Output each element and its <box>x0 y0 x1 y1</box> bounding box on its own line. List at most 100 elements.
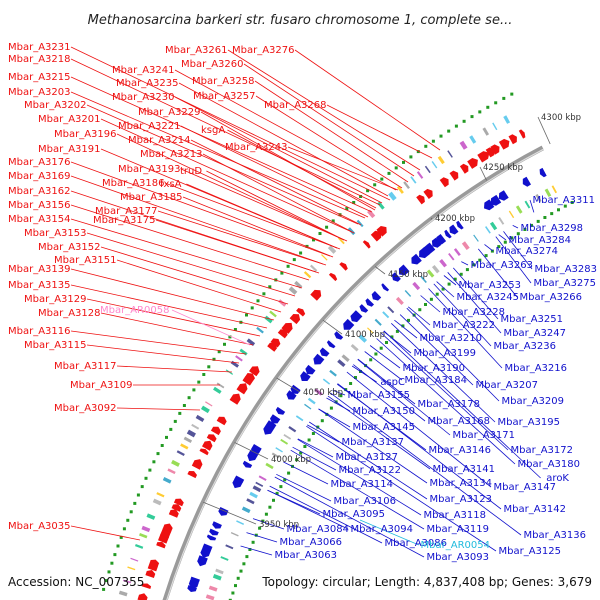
feature-bar <box>426 269 435 278</box>
leader-line <box>353 364 426 422</box>
forward-gene-arrow <box>310 289 322 301</box>
mid-gene-label: Mbar_A3229 <box>138 107 201 118</box>
right-gene-label: Mbar_A3247 <box>503 328 566 339</box>
reverse-gene-arrow <box>398 264 410 276</box>
feature-bar <box>288 286 298 295</box>
tick-mark <box>479 166 487 181</box>
gc-dot <box>299 251 303 255</box>
gc-dot <box>503 240 507 244</box>
reverse-gene-arrow <box>359 304 369 313</box>
reverse-gene-arrow <box>275 406 286 415</box>
reverse-gene-arrow <box>242 460 253 468</box>
gc-dot <box>373 183 377 187</box>
leader-line <box>174 69 397 191</box>
gc-dot <box>478 258 482 262</box>
reverse-gene-arrow <box>498 190 509 201</box>
right-gene-label: Mbar_A3106 <box>333 496 396 507</box>
right-gene-label: Mbar_A3222 <box>432 320 495 331</box>
reverse-gene-arrow <box>270 414 281 424</box>
gc-dot <box>502 96 506 100</box>
feature-bar <box>395 296 404 305</box>
leader-line <box>70 330 247 355</box>
leader-line <box>86 232 296 297</box>
feature-bar <box>482 127 490 136</box>
feature-bar <box>337 237 345 245</box>
gc-dot <box>510 236 514 240</box>
forward-gene-arrow <box>277 329 288 339</box>
leader-line <box>346 371 492 488</box>
right-gene-label: Mbar_A3266 <box>519 292 582 303</box>
gc-dot <box>292 258 296 262</box>
reverse-gene-arrow <box>202 543 213 552</box>
leader-line <box>498 234 507 241</box>
gc-dot <box>250 306 254 310</box>
leader-line <box>461 261 469 266</box>
leader-line <box>297 438 334 458</box>
leader-line <box>190 139 362 226</box>
right-gene-label: Mbar_A3283 <box>534 264 597 275</box>
mid-gene-label: Mbar_A3186 <box>102 178 165 189</box>
right-gene-label: Mbar_A3093 <box>426 552 489 563</box>
feature-bar <box>186 429 196 438</box>
forward-gene-arrow <box>270 338 281 348</box>
leader-line <box>318 408 428 484</box>
leader-line <box>318 408 351 428</box>
mid-gene-label: Mbar_A3175 <box>93 215 156 226</box>
right-gene-label: Mbar_A3190 <box>402 363 465 374</box>
reverse-gene-arrow <box>353 310 363 319</box>
feature-bar <box>139 532 148 539</box>
tick-label: 4300 kbp <box>541 113 581 123</box>
feature-bar <box>322 378 331 385</box>
feature-bar <box>215 568 224 575</box>
feature-bar <box>498 217 505 225</box>
gc-dot <box>197 380 201 384</box>
leader-line <box>164 182 341 250</box>
feature-tracks <box>102 92 574 600</box>
feature-bar <box>278 299 287 307</box>
feature-bar <box>256 326 264 334</box>
leader-line <box>70 161 331 257</box>
left-gene-label: Mbar_A3156 <box>8 200 71 211</box>
gc-dot <box>144 476 148 480</box>
right-gene-label: Mbar_A3137 <box>341 437 404 448</box>
gc-dot <box>424 303 427 306</box>
leader-line <box>186 183 338 249</box>
feature-bar <box>347 227 356 236</box>
feature-bar <box>337 359 346 368</box>
gc-dot <box>339 394 343 398</box>
gc-dot <box>169 427 173 431</box>
forward-gene-arrow <box>339 262 348 271</box>
backbone-highlight <box>166 148 544 600</box>
gc-dot <box>140 485 144 489</box>
gc-dot <box>486 105 490 109</box>
feature-bar <box>180 443 189 450</box>
leader-line <box>292 446 337 471</box>
gc-dot <box>283 478 287 482</box>
forward-gene-arrow <box>296 308 306 317</box>
tick-label: 4150 kbp <box>388 270 428 280</box>
gc-dot <box>261 519 265 523</box>
right-gene-label: Mbar_A3136 <box>523 530 586 541</box>
reverse-gene-arrow <box>456 220 464 230</box>
gc-dot <box>352 201 356 204</box>
leader-line <box>116 133 345 241</box>
forward-gene-arrow <box>191 459 203 470</box>
feature-bar <box>255 481 264 488</box>
forward-gene-arrow <box>141 583 152 589</box>
gc-dot <box>563 204 567 208</box>
leader-line <box>369 345 401 369</box>
gc-dot <box>173 419 177 423</box>
gc-dot <box>401 324 405 328</box>
feature-bar <box>213 386 222 394</box>
gc-dot <box>165 435 168 439</box>
tick-label: 3950 kbp <box>259 520 299 530</box>
leader-line <box>306 425 497 552</box>
leader-line <box>70 268 275 321</box>
leader-line <box>477 248 518 298</box>
feature-bar <box>403 181 410 190</box>
right-gene-label: Mbar_A3063 <box>274 550 337 561</box>
map-title: Methanosarcina barkeri str. fusaro chrom… <box>88 13 513 28</box>
reverse-gene-arrow <box>391 272 401 282</box>
reverse-gene-arrow <box>247 449 259 462</box>
gc-dot <box>530 223 533 227</box>
